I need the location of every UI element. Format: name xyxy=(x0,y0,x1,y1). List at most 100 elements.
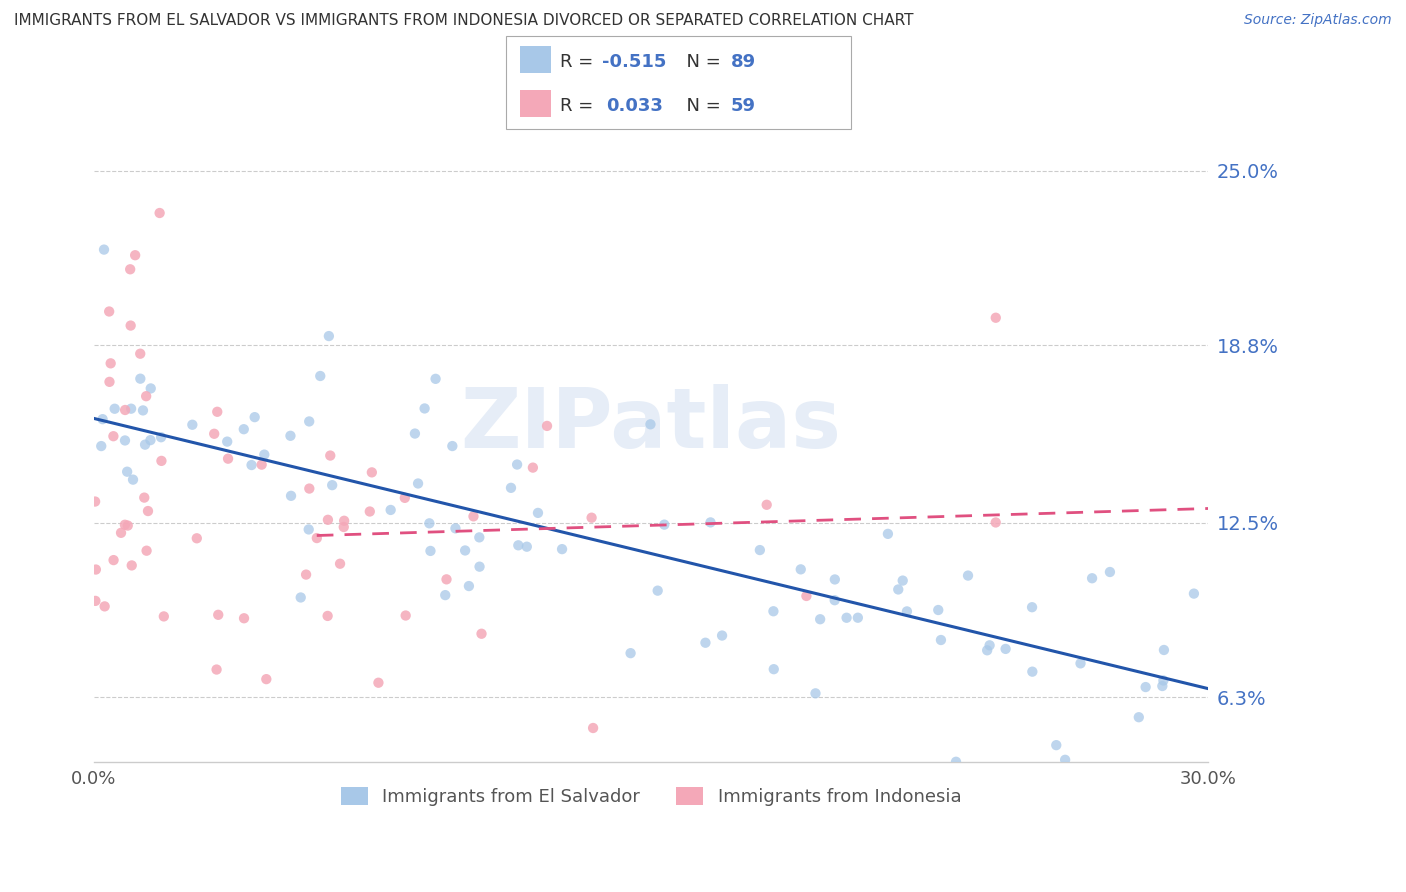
Point xyxy=(1152,679,1174,693)
Point xyxy=(413,401,436,416)
Point xyxy=(134,437,156,451)
Point xyxy=(1021,600,1043,615)
Point xyxy=(298,482,321,496)
Point xyxy=(318,329,340,343)
Point xyxy=(149,206,172,220)
Point xyxy=(647,583,669,598)
Point xyxy=(186,531,208,545)
Point xyxy=(280,489,302,503)
Point xyxy=(929,632,952,647)
Text: ZIPatlas: ZIPatlas xyxy=(461,384,842,465)
Point xyxy=(333,514,356,528)
Point xyxy=(1153,643,1175,657)
Point xyxy=(640,417,662,432)
Point xyxy=(1021,665,1043,679)
Point xyxy=(877,527,900,541)
Point xyxy=(551,542,574,557)
Point xyxy=(406,476,429,491)
Point xyxy=(233,611,256,625)
Point xyxy=(91,412,114,426)
Point xyxy=(516,540,538,554)
Point xyxy=(103,553,125,567)
Point xyxy=(468,559,491,574)
Point xyxy=(367,675,389,690)
Point xyxy=(444,521,467,535)
Text: 0.033: 0.033 xyxy=(606,97,662,115)
Point xyxy=(699,516,721,530)
Point xyxy=(458,579,481,593)
Point xyxy=(359,504,381,518)
Point xyxy=(139,433,162,447)
Point xyxy=(100,356,122,370)
Point xyxy=(394,491,416,505)
Point xyxy=(506,458,529,472)
Point xyxy=(305,531,328,545)
Point xyxy=(150,454,173,468)
Point xyxy=(120,262,142,277)
Point xyxy=(419,544,441,558)
Point xyxy=(1152,673,1174,688)
Text: Source: ZipAtlas.com: Source: ZipAtlas.com xyxy=(1244,13,1392,28)
Point xyxy=(508,538,530,552)
Point xyxy=(1135,680,1157,694)
Point xyxy=(762,662,785,676)
Point xyxy=(927,603,949,617)
Point xyxy=(129,372,152,386)
Point xyxy=(153,609,176,624)
Point xyxy=(463,509,485,524)
Point xyxy=(984,516,1007,530)
Point xyxy=(1098,565,1121,579)
Point xyxy=(135,389,157,403)
Point xyxy=(132,403,155,417)
Point xyxy=(695,636,717,650)
Point xyxy=(121,558,143,573)
Point xyxy=(536,418,558,433)
Point xyxy=(93,599,115,614)
Point xyxy=(316,513,339,527)
Point xyxy=(762,604,785,618)
Text: N =: N = xyxy=(675,53,727,70)
Point xyxy=(114,517,136,532)
Point xyxy=(796,589,818,603)
Point xyxy=(434,588,457,602)
Point xyxy=(976,643,998,657)
Point xyxy=(207,405,229,419)
Point xyxy=(120,318,142,333)
Point xyxy=(150,430,173,444)
Point xyxy=(253,448,276,462)
Point xyxy=(250,458,273,472)
Point xyxy=(217,451,239,466)
Point xyxy=(309,369,332,384)
Point xyxy=(404,426,426,441)
Point xyxy=(114,403,136,417)
Point xyxy=(436,572,458,586)
Point xyxy=(470,626,492,640)
Point xyxy=(945,755,967,769)
Point xyxy=(134,491,156,505)
Point xyxy=(84,494,107,508)
Point xyxy=(254,672,277,686)
Point xyxy=(804,686,827,700)
Point xyxy=(748,543,770,558)
Point xyxy=(98,304,121,318)
Point xyxy=(984,310,1007,325)
Point xyxy=(425,372,447,386)
Point xyxy=(129,347,152,361)
Point xyxy=(360,466,382,480)
Point xyxy=(110,525,132,540)
Point xyxy=(380,503,402,517)
Point xyxy=(454,543,477,558)
Point xyxy=(321,478,343,492)
Point xyxy=(93,243,115,257)
Point xyxy=(202,426,225,441)
Point xyxy=(652,517,675,532)
Point xyxy=(217,434,239,449)
Point xyxy=(298,523,321,537)
Point xyxy=(1054,753,1077,767)
Point xyxy=(835,611,858,625)
Point xyxy=(280,429,302,443)
Point xyxy=(122,473,145,487)
Point xyxy=(117,518,139,533)
Point xyxy=(90,439,112,453)
Point xyxy=(124,248,146,262)
